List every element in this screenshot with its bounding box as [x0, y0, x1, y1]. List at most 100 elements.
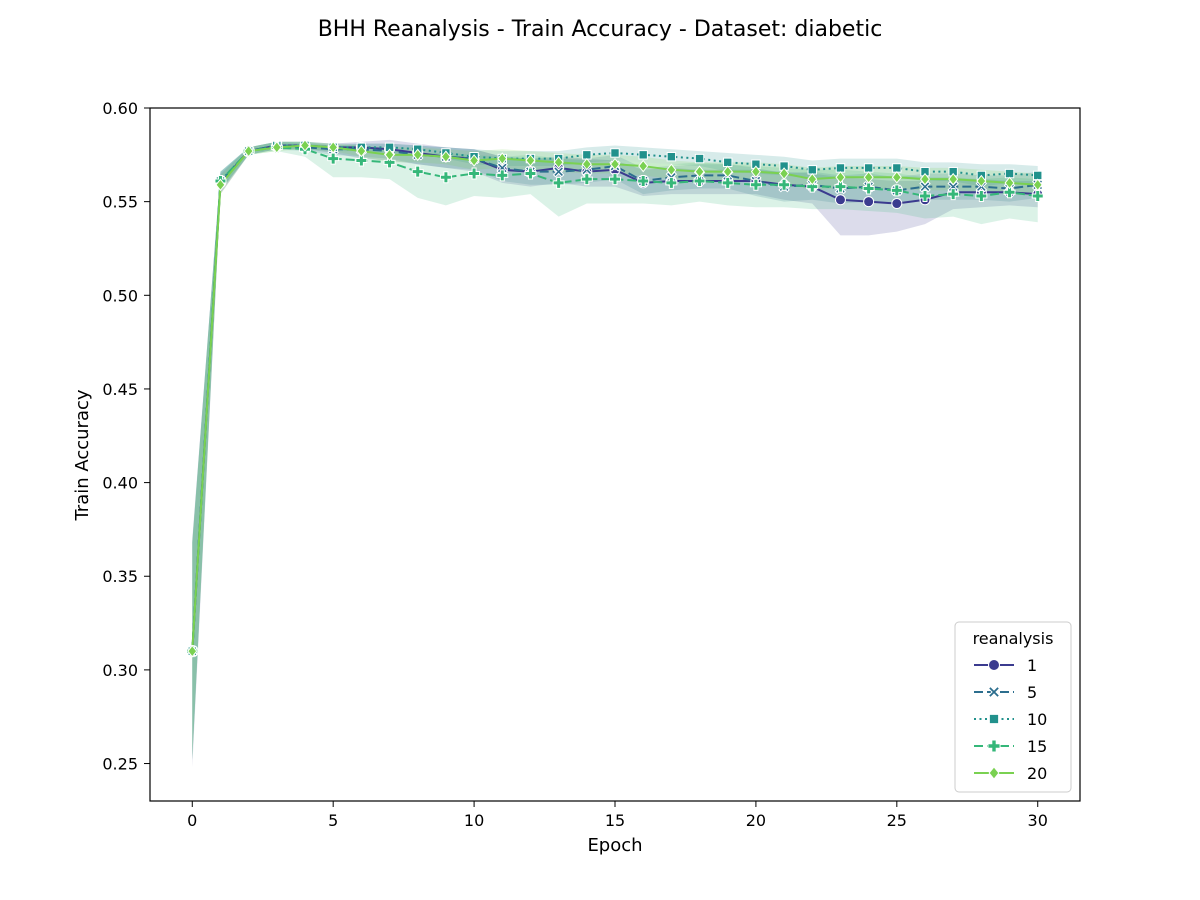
data-point-20 [891, 170, 902, 184]
data-point-20 [412, 148, 423, 162]
data-point-15 [693, 175, 706, 188]
legend-title: reanalysis [973, 629, 1054, 648]
ci-band-5 [192, 141, 1038, 760]
series-markers [186, 139, 1044, 658]
ci-band-15 [192, 141, 1038, 760]
data-point-15 [383, 156, 396, 169]
data-point-15 [496, 169, 509, 182]
legend-marker-1 [988, 659, 1000, 671]
x-tick-label: 0 [187, 811, 197, 830]
x-tick-label: 5 [328, 811, 338, 830]
legend-marker-20 [988, 766, 1000, 780]
y-tick-label: 0.35 [102, 567, 138, 586]
ci-band-10 [192, 141, 1038, 760]
data-point-20 [581, 157, 592, 171]
data-point-15 [1003, 186, 1016, 199]
data-point-20 [919, 172, 931, 186]
x-tick-label: 30 [1028, 811, 1048, 830]
data-point-15 [975, 190, 988, 203]
data-point-20 [807, 172, 818, 186]
data-point-15 [637, 175, 650, 188]
data-point-15 [552, 176, 565, 189]
legend-label-20: 20 [1027, 764, 1047, 783]
data-point-15 [524, 167, 537, 180]
ci-band-20 [192, 141, 1038, 760]
data-point-5 [919, 180, 931, 193]
data-point-1 [863, 196, 875, 208]
y-axis-ticks: 0.25 0.30 0.35 0.40 0.45 0.50 0.55 0.60 [102, 99, 150, 774]
data-point-15 [919, 190, 931, 203]
data-point-20 [215, 178, 226, 192]
data-point-20 [976, 174, 987, 188]
data-point-20 [694, 165, 705, 178]
data-point-10 [694, 153, 705, 164]
data-point-15 [890, 184, 903, 197]
y-tick-label: 0.50 [102, 286, 138, 305]
data-point-20 [440, 150, 451, 163]
data-point-20 [525, 154, 536, 167]
chart-title: BHH Reanalysis - Train Accuracy - Datase… [318, 17, 883, 42]
data-point-15 [721, 176, 734, 189]
x-axis-label: Epoch [587, 835, 642, 856]
x-tick-label: 15 [605, 811, 625, 830]
data-point-15 [580, 173, 593, 186]
data-point-10 [807, 165, 817, 175]
data-point-20 [299, 139, 311, 152]
data-point-1 [834, 194, 846, 206]
data-point-10 [1033, 170, 1043, 181]
data-point-20 [384, 148, 395, 162]
data-point-20 [835, 170, 846, 184]
data-point-15 [749, 178, 762, 191]
data-point-10 [892, 163, 902, 173]
legend-label-10: 10 [1027, 710, 1047, 729]
data-point-20 [356, 144, 367, 158]
data-point-20 [187, 644, 198, 658]
data-point-15 [609, 173, 621, 186]
legend-label-15: 15 [1027, 737, 1047, 756]
x-tick-label: 25 [887, 811, 907, 830]
data-point-20 [328, 141, 339, 154]
legend-label-5: 5 [1027, 683, 1037, 702]
data-point-20 [1004, 176, 1015, 190]
data-point-1 [891, 198, 903, 210]
x-tick-label: 20 [746, 811, 766, 830]
data-point-20 [750, 165, 761, 178]
data-point-20 [948, 172, 959, 186]
data-point-20 [553, 156, 564, 169]
data-point-20 [863, 170, 874, 184]
data-point-10 [610, 148, 620, 158]
data-point-10 [835, 163, 846, 173]
y-tick-label: 0.60 [102, 99, 138, 118]
data-point-20 [497, 152, 508, 165]
data-point-15 [468, 167, 481, 180]
data-point-15 [1031, 190, 1044, 203]
data-point-15 [411, 165, 424, 178]
x-axis-ticks: 0 5 10 15 20 25 30 [187, 801, 1048, 830]
data-point-15 [778, 178, 791, 191]
data-point-20 [666, 163, 677, 177]
legend-marker-15 [987, 739, 1001, 753]
data-point-10 [1004, 168, 1015, 179]
data-point-10 [638, 150, 648, 160]
y-tick-label: 0.40 [102, 474, 138, 493]
data-point-15 [806, 180, 819, 193]
data-point-15 [665, 176, 678, 189]
data-point-15 [355, 154, 368, 167]
y-tick-label: 0.45 [102, 380, 138, 399]
data-point-10 [723, 157, 733, 168]
y-tick-label: 0.30 [102, 661, 138, 680]
data-point-10 [666, 151, 677, 162]
y-tick-label: 0.55 [102, 193, 138, 212]
data-point-20 [1032, 178, 1043, 192]
data-point-15 [862, 182, 875, 195]
data-point-20 [638, 159, 649, 173]
data-point-20 [271, 141, 282, 154]
data-point-10 [582, 150, 592, 160]
y-tick-label: 0.25 [102, 755, 138, 774]
ci-band-1 [192, 139, 1038, 768]
confidence-bands [192, 139, 1038, 768]
data-point-10 [863, 163, 874, 173]
